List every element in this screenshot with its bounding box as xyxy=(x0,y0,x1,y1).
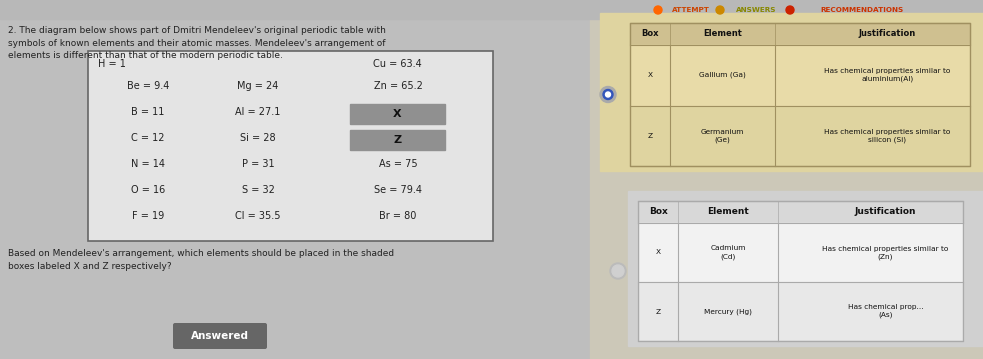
Text: Cu = 63.4: Cu = 63.4 xyxy=(373,59,422,69)
Bar xyxy=(638,201,963,341)
Text: P = 31: P = 31 xyxy=(242,159,274,169)
Circle shape xyxy=(603,89,613,99)
Bar xyxy=(350,130,445,150)
Bar xyxy=(350,104,445,124)
Bar xyxy=(638,223,963,282)
Text: Element: Element xyxy=(707,208,749,216)
Text: Based on Mendeleev's arrangement, which elements should be placed in the shaded
: Based on Mendeleev's arrangement, which … xyxy=(8,249,394,271)
Text: Br = 80: Br = 80 xyxy=(379,211,417,221)
Bar xyxy=(0,0,590,359)
Text: Has chemical prop...
(As): Has chemical prop... (As) xyxy=(847,304,923,318)
Text: As = 75: As = 75 xyxy=(378,159,418,169)
Text: Se = 79.4: Se = 79.4 xyxy=(374,185,422,195)
Text: Zn = 65.2: Zn = 65.2 xyxy=(374,81,423,91)
Text: Z: Z xyxy=(648,133,653,139)
Text: Z: Z xyxy=(393,135,402,145)
Text: Box: Box xyxy=(641,29,659,38)
Text: ATTEMPT: ATTEMPT xyxy=(672,7,710,13)
Text: Mg = 24: Mg = 24 xyxy=(237,81,279,91)
Bar xyxy=(0,0,983,19)
Bar xyxy=(630,106,970,166)
Circle shape xyxy=(612,265,624,277)
Bar xyxy=(628,191,983,346)
Circle shape xyxy=(600,87,616,103)
Text: X: X xyxy=(393,109,402,119)
Bar xyxy=(88,51,493,241)
Circle shape xyxy=(786,6,794,14)
Text: O = 16: O = 16 xyxy=(131,185,165,195)
Circle shape xyxy=(716,6,724,14)
Bar xyxy=(630,23,970,166)
Text: X: X xyxy=(648,72,653,78)
Text: Z: Z xyxy=(656,308,661,314)
Bar xyxy=(630,23,970,45)
Circle shape xyxy=(610,263,626,279)
Text: 2. The diagram below shows part of Dmitri Mendeleev's original periodic table wi: 2. The diagram below shows part of Dmitr… xyxy=(8,26,386,60)
Circle shape xyxy=(654,6,662,14)
Text: Germanium
(Ge): Germanium (Ge) xyxy=(701,129,744,143)
Text: N = 14: N = 14 xyxy=(131,159,165,169)
Bar xyxy=(638,282,963,341)
FancyBboxPatch shape xyxy=(173,323,267,349)
Bar xyxy=(600,13,983,171)
Text: X: X xyxy=(656,250,661,256)
Text: Cl = 35.5: Cl = 35.5 xyxy=(235,211,281,221)
Text: Box: Box xyxy=(649,208,667,216)
Text: RECOMMENDATIONS: RECOMMENDATIONS xyxy=(820,7,903,13)
Text: ANSWERS: ANSWERS xyxy=(736,7,777,13)
Text: Be = 9.4: Be = 9.4 xyxy=(127,81,169,91)
Text: Mercury (Hg): Mercury (Hg) xyxy=(704,308,752,315)
Text: Si = 28: Si = 28 xyxy=(240,133,276,143)
Text: Al = 27.1: Al = 27.1 xyxy=(235,107,281,117)
Text: C = 12: C = 12 xyxy=(132,133,165,143)
Bar xyxy=(630,45,970,106)
Text: Has chemical properties similar to
(Zn): Has chemical properties similar to (Zn) xyxy=(823,246,949,260)
Circle shape xyxy=(606,92,610,97)
Text: H = 1: H = 1 xyxy=(98,59,126,69)
Text: Justification: Justification xyxy=(855,208,916,216)
Text: S = 32: S = 32 xyxy=(242,185,274,195)
Text: Cadmium
(Cd): Cadmium (Cd) xyxy=(711,246,746,260)
Text: Gallium (Ga): Gallium (Ga) xyxy=(699,72,746,79)
Bar xyxy=(638,201,963,223)
Text: Has chemical properties similar to
aluminium(Al): Has chemical properties similar to alumi… xyxy=(825,68,951,82)
Text: B = 11: B = 11 xyxy=(132,107,165,117)
Text: Justification: Justification xyxy=(859,29,916,38)
Text: Element: Element xyxy=(703,29,742,38)
Text: Answered: Answered xyxy=(191,331,249,341)
Text: Has chemical properties similar to
silicon (Si): Has chemical properties similar to silic… xyxy=(825,129,951,143)
Text: F = 19: F = 19 xyxy=(132,211,164,221)
Bar xyxy=(590,0,983,359)
